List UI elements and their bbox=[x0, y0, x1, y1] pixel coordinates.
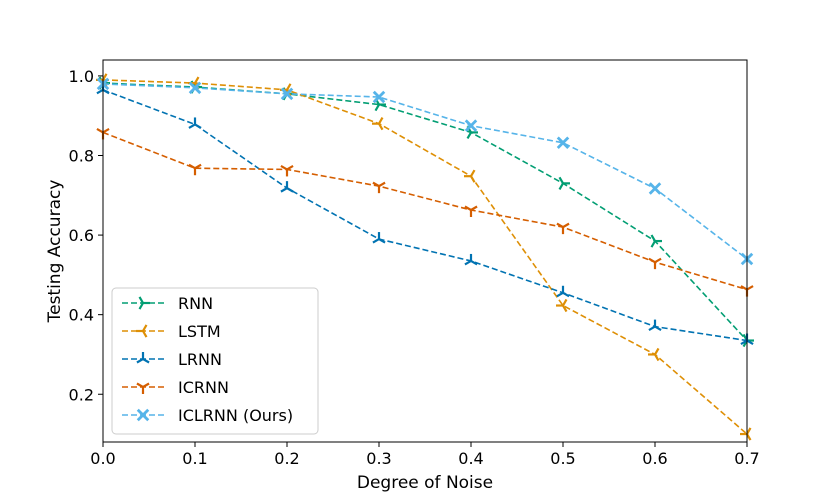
y-axis-label: Testing Accuracy bbox=[45, 180, 65, 324]
series-iclrnn-ours bbox=[96, 77, 754, 266]
x-tick-label: 0.1 bbox=[182, 449, 207, 468]
series-line bbox=[102, 131, 748, 291]
x-tick-label: 0.3 bbox=[366, 449, 391, 468]
x-tick-label: 0.7 bbox=[734, 449, 759, 468]
series-line bbox=[102, 79, 748, 435]
data-point-marker bbox=[280, 181, 294, 193]
data-point-marker bbox=[648, 257, 662, 270]
data-point-marker bbox=[464, 169, 476, 183]
data-point-marker bbox=[556, 136, 570, 150]
legend-label: ICRNN bbox=[178, 378, 229, 397]
legend-entry: ICRNN bbox=[122, 378, 229, 397]
y-tick-label: 0.4 bbox=[69, 306, 94, 325]
data-point-marker bbox=[556, 222, 570, 235]
data-point-marker bbox=[136, 382, 150, 394]
legend-label: LRNN bbox=[178, 350, 222, 369]
series-line bbox=[102, 83, 748, 260]
series-line bbox=[102, 89, 748, 342]
x-tick-label: 0.4 bbox=[458, 449, 483, 468]
data-point-marker bbox=[464, 253, 478, 266]
legend-label: ICLRNN (Ours) bbox=[178, 406, 293, 425]
x-axis-label: Degree of Noise bbox=[357, 473, 493, 493]
legend-entry: RNN bbox=[122, 294, 213, 313]
data-point-marker bbox=[650, 234, 662, 248]
legend: RNN LSTM LRNN ICRNN ICLRNN (Ours) bbox=[111, 287, 319, 435]
plot-frame bbox=[102, 59, 748, 443]
data-point-marker bbox=[464, 205, 478, 218]
data-point-marker bbox=[372, 90, 386, 104]
x-tick-label: 0.2 bbox=[274, 449, 299, 468]
data-point-marker bbox=[464, 119, 478, 132]
data-point-marker bbox=[556, 285, 570, 298]
data-point-marker bbox=[138, 296, 150, 310]
series-line bbox=[102, 82, 748, 342]
data-point-marker bbox=[280, 87, 294, 101]
legend-label: LSTM bbox=[178, 322, 221, 341]
data-point-marker bbox=[648, 347, 660, 362]
data-point-marker bbox=[648, 319, 662, 332]
x-tick-label: 0.5 bbox=[550, 449, 575, 468]
y-axis: 0.2 0.4 0.6 0.8 1.0 bbox=[69, 67, 103, 404]
data-point-marker bbox=[136, 408, 150, 422]
data-point-marker bbox=[558, 176, 570, 190]
legend-label: RNN bbox=[178, 294, 213, 313]
y-tick-label: 1.0 bbox=[69, 67, 94, 86]
series-icrnn bbox=[96, 127, 754, 297]
data-point-marker bbox=[136, 352, 150, 364]
data-point-marker bbox=[188, 117, 202, 129]
x-tick-label: 0.0 bbox=[90, 449, 115, 468]
legend-entry: ICLRNN (Ours) bbox=[122, 406, 293, 425]
data-point-marker bbox=[280, 164, 294, 177]
x-tick-label: 0.6 bbox=[642, 449, 667, 468]
data-point-marker bbox=[372, 181, 386, 194]
y-tick-label: 0.6 bbox=[69, 226, 94, 245]
legend-box bbox=[111, 287, 319, 435]
data-point-marker bbox=[188, 163, 202, 176]
data-point-marker bbox=[372, 232, 386, 244]
data-point-marker bbox=[556, 298, 568, 313]
data-point-marker bbox=[740, 427, 752, 441]
data-point-marker bbox=[188, 81, 202, 95]
data-point-marker bbox=[372, 117, 384, 131]
data-point-marker bbox=[136, 324, 148, 338]
data-point-marker bbox=[648, 182, 662, 195]
y-tick-label: 0.2 bbox=[69, 385, 94, 404]
legend-entry: LSTM bbox=[122, 322, 221, 341]
legend-entry: LRNN bbox=[122, 350, 222, 369]
y-tick-label: 0.8 bbox=[69, 147, 94, 166]
x-axis: 0.0 0.1 0.2 0.3 0.4 0.5 0.6 0.7 bbox=[90, 442, 760, 468]
